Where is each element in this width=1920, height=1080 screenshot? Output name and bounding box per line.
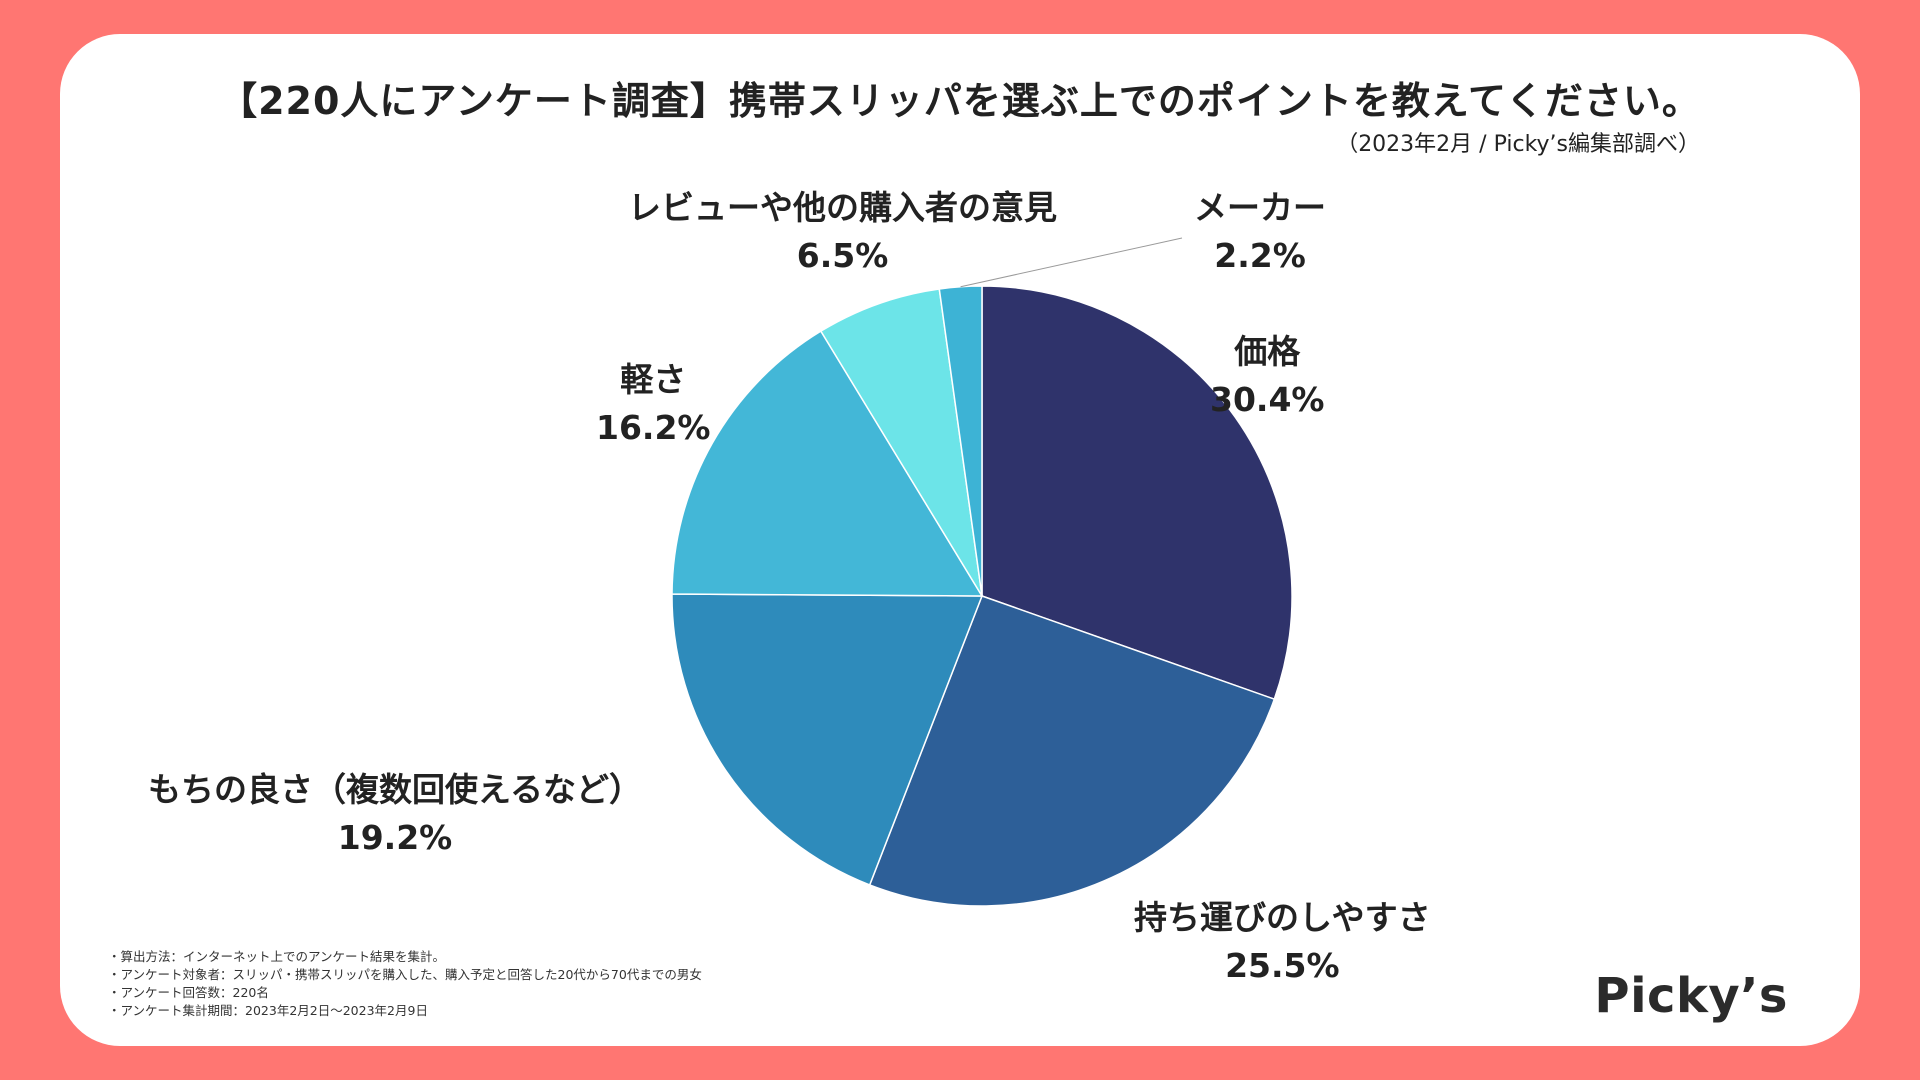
pie-slice-reviews [819,288,983,597]
chart-subtitle: （2023年2月 / Picky’s編集部調べ） [1336,132,1700,157]
slice-label-durability: もちの良さ（複数回使えるなど） 19.2% [148,766,642,862]
slice-label-durability-value: 19.2% [337,818,453,857]
slice-label-maker-name: メーカー [1194,188,1326,227]
slice-label-portability-value: 25.5% [1225,946,1340,985]
slice-label-lightness: 軽さ 16.2% [596,356,711,452]
slice-label-price: 価格 30.4% [1210,328,1325,424]
slice-label-price-value: 30.4% [1210,380,1325,419]
chart-title: 【220人にアンケート調査】携帯スリッパを選ぶ上でのポイントを教えてください。 [219,79,1701,123]
note-target: アンケート対象者：スリッパ・携帯スリッパを購入した、購入予定と回答した20代から… [108,966,702,984]
slice-label-lightness-value: 16.2% [596,408,711,447]
slice-label-maker: メーカー 2.2% [1194,184,1326,280]
pie-slice-durability [671,593,984,886]
pie-slice-lightness [671,330,984,597]
slice-label-durability-name: もちの良さ（複数回使えるなど） [148,770,643,809]
pie-slice-price [981,285,1293,701]
pie-chart [671,237,1293,907]
note-period: アンケート集計期間：2023年2月2日〜2023年2月9日 [108,1002,702,1020]
slice-label-portability: 持ち運びのしやすさ 25.5% [1134,894,1431,990]
slice-label-reviews: レビューや他の購入者の意見 6.5% [628,184,1057,280]
slice-label-portability-name: 持ち運びのしやすさ [1134,898,1431,937]
brand-logo: Picky’s [1594,968,1788,1024]
chart-card: 【220人にアンケート調査】携帯スリッパを選ぶ上でのポイントを教えてください。 … [60,34,1860,1046]
slice-label-reviews-name: レビューや他の購入者の意見 [628,188,1057,227]
leader-line-maker [960,237,1183,288]
pie-slice-portability [868,595,1276,907]
slice-label-reviews-value: 6.5% [796,236,889,275]
slice-label-lightness-name: 軽さ [620,360,687,399]
slice-label-price-name: 価格 [1234,332,1301,371]
slice-label-maker-value: 2.2% [1214,236,1306,275]
note-method: 算出方法：インターネット上でのアンケート結果を集計。 [108,948,702,966]
note-count: アンケート回答数：220名 [108,984,702,1002]
survey-notes: 算出方法：インターネット上でのアンケート結果を集計。 アンケート対象者：スリッパ… [108,948,702,1020]
